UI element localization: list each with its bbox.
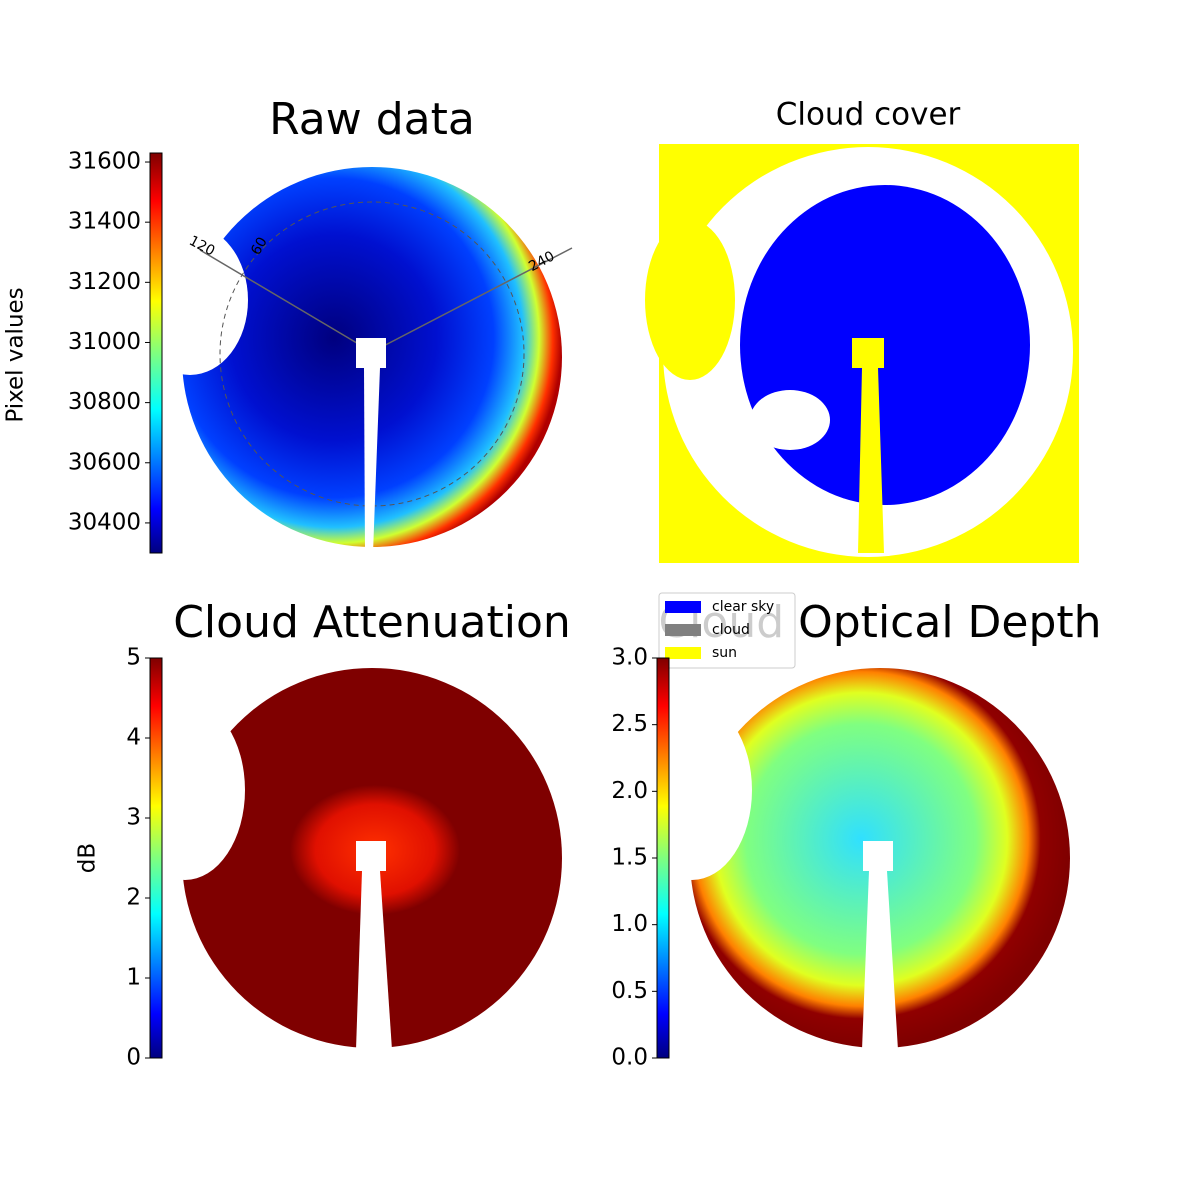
- colorbar-label: Pixel values: [3, 287, 29, 422]
- legend-label: sun: [712, 645, 737, 661]
- tick-label: 1.5: [611, 845, 648, 871]
- tick-label: 30400: [68, 509, 141, 535]
- tick-label: 30800: [68, 389, 141, 415]
- tick-label: 1.0: [611, 911, 648, 937]
- tick-label: 1: [126, 965, 141, 991]
- panel-title: Cloud Attenuation: [173, 597, 571, 648]
- tick-label: 5: [126, 645, 141, 671]
- azimuth-label: 240: [526, 248, 557, 275]
- colorbar-label: dB: [75, 843, 101, 873]
- raw-image: [132, 167, 573, 553]
- tick-label: 0.0: [611, 1045, 648, 1071]
- cloud-cover-image: [645, 144, 1079, 563]
- colorbar: [149, 657, 163, 1059]
- tick-label: 30600: [68, 449, 141, 475]
- optical-depth-image: [632, 668, 1070, 1050]
- azimuth-label: 60: [248, 235, 271, 258]
- legend-swatch: [665, 624, 701, 636]
- tick-label: 31400: [68, 209, 141, 235]
- tick-label: 3: [126, 805, 141, 831]
- legend-label: clear sky: [712, 599, 774, 615]
- colorbar: [149, 152, 163, 554]
- tick-label: 31600: [68, 149, 141, 175]
- tick-label: 4: [126, 725, 141, 751]
- legend-swatch: [665, 647, 701, 659]
- attenuation-image: [125, 668, 562, 1050]
- legend-label: cloud: [712, 622, 750, 638]
- tick-label: 2.0: [611, 778, 648, 804]
- legend-swatch: [665, 601, 701, 613]
- colorbar: [656, 657, 670, 1059]
- tick-label: 2.5: [611, 711, 648, 737]
- tick-label: 31000: [68, 329, 141, 355]
- tick-label: 2: [126, 885, 141, 911]
- tick-label: 0: [126, 1045, 141, 1071]
- tick-label: 3.0: [611, 645, 648, 671]
- panel-title: Cloud cover: [776, 97, 961, 133]
- tick-label: 31200: [68, 269, 141, 295]
- panel-title: Raw data: [269, 94, 475, 145]
- tick-label: 0.5: [611, 978, 648, 1004]
